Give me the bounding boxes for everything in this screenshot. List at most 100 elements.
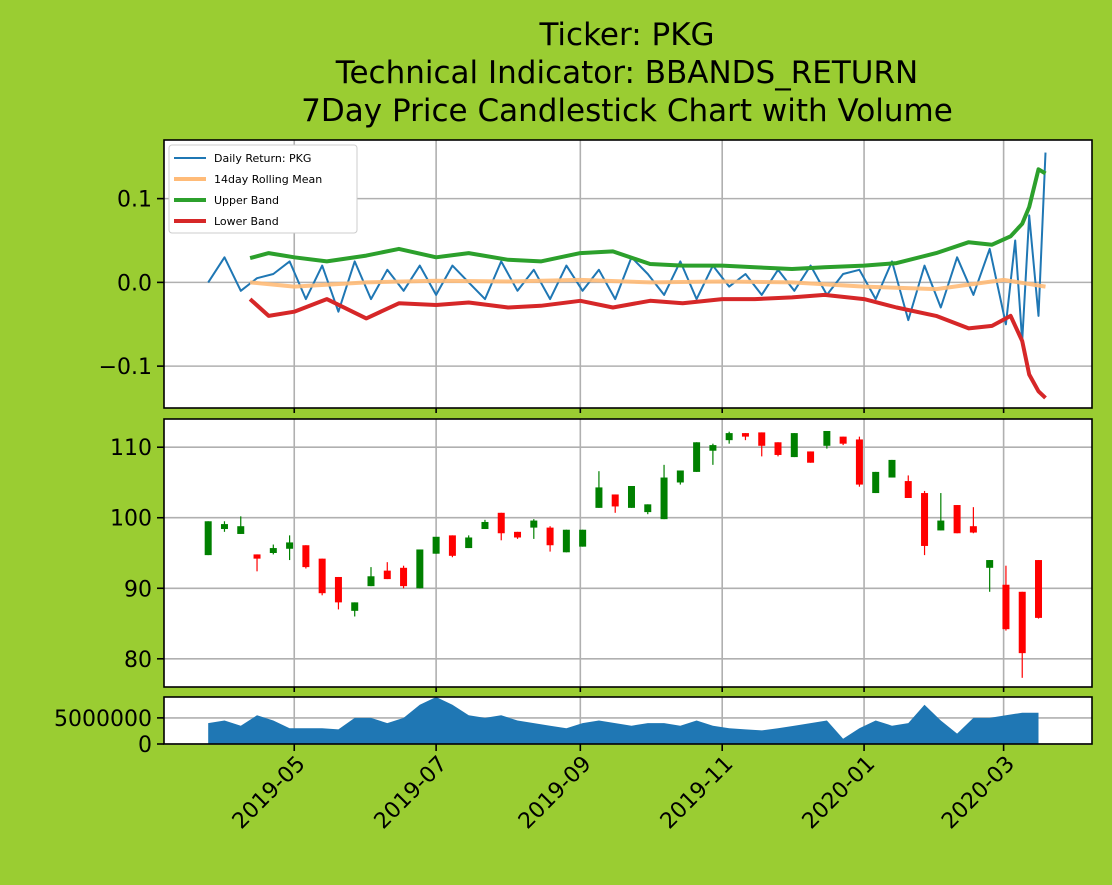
candle: [351, 602, 359, 617]
candle-body: [790, 433, 798, 458]
legend-label-upper-band: Upper Band: [214, 194, 279, 207]
price-panel: 80 90 100 110: [110, 418, 1093, 688]
x-tick-label: 2019-11: [656, 752, 739, 835]
candle: [921, 490, 929, 556]
x-tick-label: 2020-01: [798, 752, 881, 835]
candle: [595, 471, 603, 508]
rolling-mean-line: [249, 277, 1046, 292]
candle: [1002, 565, 1010, 631]
candle: [481, 519, 489, 530]
candle-body: [383, 570, 391, 580]
candle-body: [400, 567, 408, 587]
candle-body: [448, 535, 456, 556]
y-tick-label: 0.0: [117, 271, 152, 296]
candle: [660, 464, 668, 520]
candle-body: [969, 526, 977, 533]
candle-body: [367, 576, 375, 587]
daily-return-line: [207, 152, 1047, 342]
candle-body: [334, 576, 342, 603]
candlesticks: [204, 430, 1043, 678]
candle-body: [220, 524, 228, 530]
candle: [530, 519, 538, 539]
candle: [220, 521, 228, 532]
volume-fill: [208, 697, 1039, 744]
candle-body: [693, 442, 701, 472]
candle-body: [546, 527, 554, 546]
y-tick-label: 80: [124, 648, 152, 673]
candle-body: [774, 442, 782, 455]
candle: [855, 436, 863, 487]
candle-body: [611, 494, 619, 507]
candle: [448, 535, 456, 558]
candle: [676, 470, 684, 485]
y-tick-label: 0.1: [117, 188, 152, 213]
candle: [579, 529, 587, 547]
candle: [807, 451, 815, 463]
candle: [286, 535, 294, 561]
title-line-3: 7Day Price Candlestick Chart with Volume: [301, 93, 953, 129]
candle: [627, 486, 635, 508]
candle: [872, 471, 880, 494]
candle: [969, 507, 977, 534]
candle-body: [807, 451, 815, 463]
candle-body: [253, 554, 261, 559]
candle-body: [725, 433, 733, 441]
legend-box: [168, 144, 358, 234]
candle-body: [758, 432, 766, 446]
candle: [644, 504, 652, 515]
x-tick-label: 2019-09: [514, 752, 597, 835]
candle-body: [416, 549, 424, 589]
candle: [514, 531, 522, 539]
candle: [758, 432, 766, 457]
candle: [725, 431, 733, 444]
candle-body: [1018, 591, 1026, 654]
candle: [318, 558, 326, 596]
candle-body: [872, 471, 880, 494]
candle: [383, 562, 391, 580]
y-tick-label: 90: [124, 577, 152, 602]
candle-body: [286, 542, 294, 549]
volume-frame: [163, 696, 1093, 745]
candle: [367, 567, 375, 587]
candle: [465, 535, 473, 549]
candle: [204, 521, 212, 556]
candle: [904, 475, 912, 498]
candle: [839, 436, 847, 446]
candle-body: [530, 520, 538, 528]
candle-body: [351, 602, 359, 611]
bbands-legend: Daily Return: PKG 14day Rolling Mean Upp…: [168, 144, 358, 234]
legend-label-daily-return: Daily Return: PKG: [214, 152, 311, 165]
candle: [774, 442, 782, 457]
candle-body: [237, 526, 245, 534]
candle-body: [741, 433, 749, 437]
candle: [953, 505, 961, 534]
candle: [432, 536, 440, 554]
candle-body: [204, 521, 212, 556]
candle-body: [432, 536, 440, 554]
volume-area: [208, 697, 1039, 744]
candle: [416, 549, 424, 589]
candle-body: [660, 477, 668, 520]
y-tick-label: 100: [110, 507, 152, 532]
candle-body: [514, 531, 522, 538]
candle-body: [1035, 560, 1043, 618]
legend-label-rolling-mean: 14day Rolling Mean: [214, 173, 322, 186]
candle: [562, 529, 570, 553]
candle: [400, 565, 408, 589]
bbands-series: [207, 152, 1047, 400]
price-y-ticks: 80 90 100 110: [110, 436, 164, 673]
candle: [693, 442, 701, 472]
candle: [253, 554, 261, 572]
candle: [334, 576, 342, 610]
price-frame: [163, 418, 1093, 688]
bbands-panel: 0.1 0.0 −0.1 Daily Return: PKG 14day Rolli…: [99, 139, 1093, 409]
candle-body: [269, 548, 277, 553]
candle: [1018, 591, 1026, 678]
candle: [546, 526, 554, 552]
candle-body: [709, 445, 717, 451]
y-tick-label: 5000000: [54, 707, 152, 732]
candle: [986, 560, 994, 592]
candle: [302, 545, 310, 569]
candle-body: [937, 520, 945, 531]
